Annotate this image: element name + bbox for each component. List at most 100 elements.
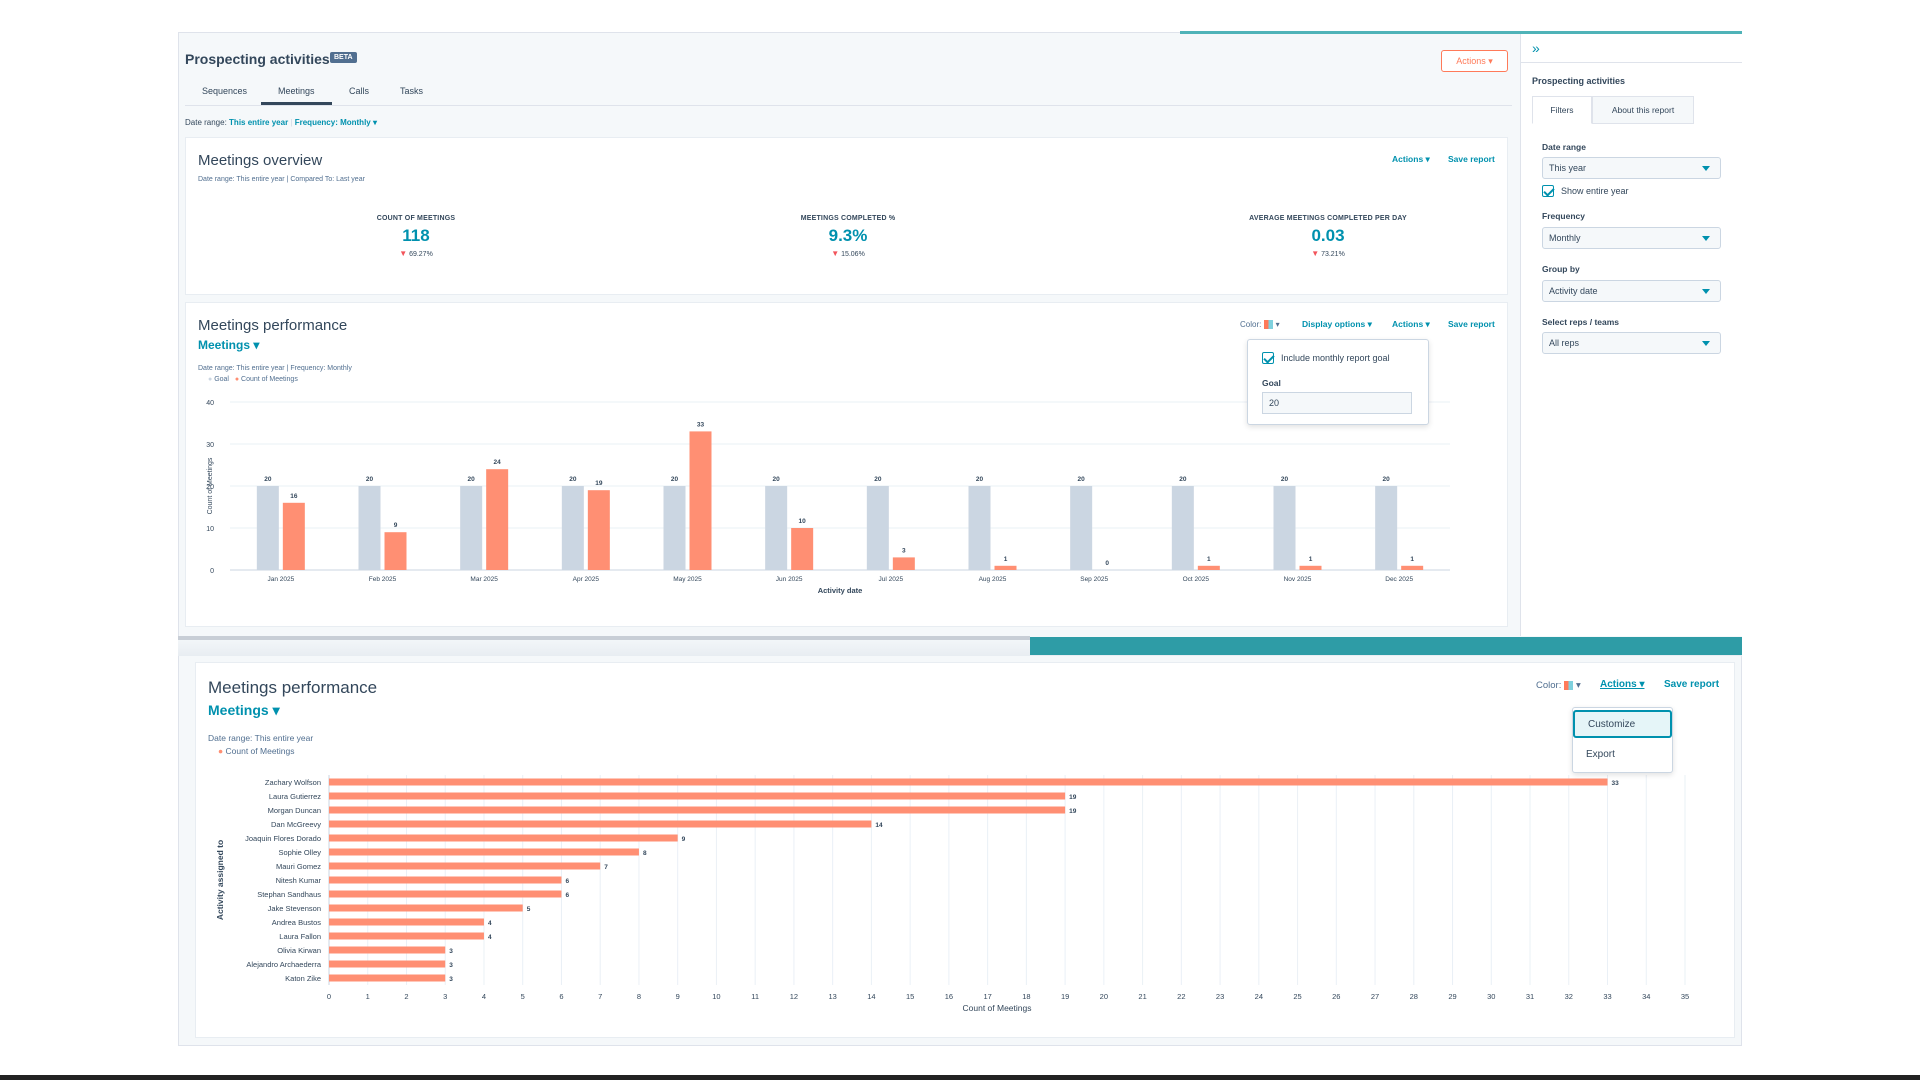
overview-actions-button[interactable]: Actions ▾	[1392, 154, 1430, 164]
performance-actions-button[interactable]: Actions ▾	[1392, 319, 1430, 329]
show-entire-year-checkbox[interactable]: Show entire year	[1542, 185, 1629, 197]
goal-popover: Include monthly report goal Goal 20	[1247, 339, 1429, 425]
x-tick-label: 29	[1448, 992, 1456, 1001]
color-swatch-icon	[1264, 320, 1274, 330]
tab-calls[interactable]: Calls	[349, 86, 370, 96]
data-label: 3	[902, 547, 906, 554]
data-label: 20	[366, 476, 374, 483]
data-label: 7	[604, 864, 608, 871]
menu-item-customize[interactable]: Customize	[1573, 710, 1672, 738]
goal-input[interactable]: 20	[1262, 392, 1412, 414]
data-label: 6	[565, 878, 569, 885]
kpi-value: 118	[402, 226, 430, 245]
y-tick-label: 20	[206, 484, 214, 491]
x-tick-label: 1	[366, 992, 370, 1001]
frequency-field-label: Frequency	[1542, 211, 1585, 221]
y-tick-label: Alejandro Archaederra	[246, 960, 321, 969]
y-tick-label: 30	[206, 442, 214, 449]
display-options-button[interactable]: Display options ▾	[1302, 319, 1372, 329]
data-label: 4	[488, 920, 492, 927]
date-range-select[interactable]: This year	[1542, 157, 1721, 179]
date-range-link[interactable]: This entire year	[229, 118, 289, 127]
y-tick-label: Olivia Kirwan	[277, 946, 321, 955]
group-by-select-value: Activity date	[1549, 286, 1598, 296]
data-label: 10	[799, 518, 807, 525]
kpi-label: AVERAGE MEETINGS COMPLETED PER DAY	[1249, 215, 1407, 222]
goal-bar	[663, 486, 686, 570]
tab-filters[interactable]: Filters	[1532, 96, 1592, 124]
y-tick-label: Sophie Olley	[278, 848, 321, 857]
y-tick-label: Morgan Duncan	[268, 806, 321, 815]
count-bar	[791, 528, 814, 570]
count-bar	[329, 918, 484, 926]
x-tick-label: 4	[482, 992, 486, 1001]
reps-select[interactable]: All reps	[1542, 332, 1721, 354]
color-picker[interactable]: Color: ▾	[1240, 320, 1280, 330]
y-tick-label: 10	[206, 526, 214, 533]
bottom-save-report-button[interactable]: Save report	[1664, 679, 1720, 690]
show-entire-year-label: Show entire year	[1561, 186, 1629, 196]
overview-save-report-button[interactable]: Save report	[1448, 154, 1495, 164]
teal-accent-bar	[1030, 637, 1742, 655]
group-by-select[interactable]: Activity date	[1542, 280, 1721, 302]
frequency-link[interactable]: Frequency: Monthly ▾	[294, 118, 377, 127]
bottom-metric-selector[interactable]: Meetings ▾	[208, 702, 280, 718]
x-tick-label: Apr 2025	[573, 576, 600, 583]
overview-title: Meetings overview	[198, 152, 323, 169]
count-bar	[892, 557, 915, 570]
performance-save-report-button[interactable]: Save report	[1448, 319, 1495, 329]
tab-meetings[interactable]: Meetings	[278, 86, 315, 96]
header-actions-button[interactable]: Actions ▾	[1441, 50, 1508, 72]
metric-selector[interactable]: Meetings ▾	[198, 338, 260, 352]
data-label: 19	[595, 480, 603, 487]
bottom-color-picker[interactable]: Color: ▾	[1536, 680, 1581, 691]
count-bar	[994, 565, 1017, 570]
tab-sequences[interactable]: Sequences	[202, 86, 248, 96]
tab-tasks[interactable]: Tasks	[400, 86, 424, 96]
color-swatch-icon	[1564, 680, 1574, 690]
y-tick-label: Jake Stevenson	[268, 904, 321, 913]
count-bar	[329, 932, 484, 940]
data-label: 16	[290, 493, 298, 500]
count-bar	[329, 890, 562, 898]
goal-bar	[1070, 486, 1093, 570]
date-range-field-label: Date range	[1542, 142, 1586, 152]
data-label: 6	[565, 892, 569, 899]
y-tick-label: Zachary Wolfson	[265, 778, 321, 787]
frequency-select[interactable]: Monthly	[1542, 227, 1721, 249]
bottom-actions-button[interactable]: Actions ▾	[1600, 679, 1645, 690]
x-tick-label: 23	[1216, 992, 1224, 1001]
goal-bar	[358, 486, 381, 570]
x-tick-label: Nov 2025	[1284, 576, 1312, 583]
caret-down-icon	[1702, 289, 1710, 294]
x-tick-label: 25	[1293, 992, 1301, 1001]
kpi-value: 0.03	[1311, 226, 1345, 245]
goal-bar	[460, 486, 483, 570]
active-tab-indicator	[261, 102, 332, 105]
data-label: 33	[1612, 780, 1620, 787]
kpi-value: 9.3%	[828, 226, 868, 245]
data-label: 14	[875, 822, 883, 829]
x-tick-label: 18	[1022, 992, 1030, 1001]
goal-bar	[256, 486, 279, 570]
y-tick-label: Laura Gutierrez	[269, 792, 321, 801]
count-bar	[329, 974, 446, 982]
tab-about-this-report[interactable]: About this report	[1592, 96, 1694, 124]
x-tick-label: 6	[559, 992, 563, 1001]
performance-subtitle: Date range: This entire year | Frequency…	[198, 365, 352, 372]
include-goal-checkbox[interactable]: Include monthly report goal	[1262, 352, 1390, 364]
x-tick-label: Jul 2025	[879, 576, 904, 583]
menu-item-export[interactable]: Export	[1586, 748, 1615, 760]
collapse-chevron-icon[interactable]: »	[1532, 40, 1540, 56]
beta-badge: BETA	[330, 52, 357, 63]
x-tick-label: 35	[1681, 992, 1689, 1001]
x-tick-label: 33	[1603, 992, 1611, 1001]
x-tick-label: 10	[712, 992, 720, 1001]
data-label: 3	[449, 976, 453, 983]
reps-field-label: Select reps / teams	[1542, 317, 1620, 327]
bottom-edge	[0, 1075, 1920, 1080]
performance-title: Meetings performance	[198, 317, 348, 334]
count-bar	[329, 792, 1066, 800]
down-triangle-icon: ▼	[399, 249, 408, 258]
color-label: Color:	[1240, 320, 1262, 329]
